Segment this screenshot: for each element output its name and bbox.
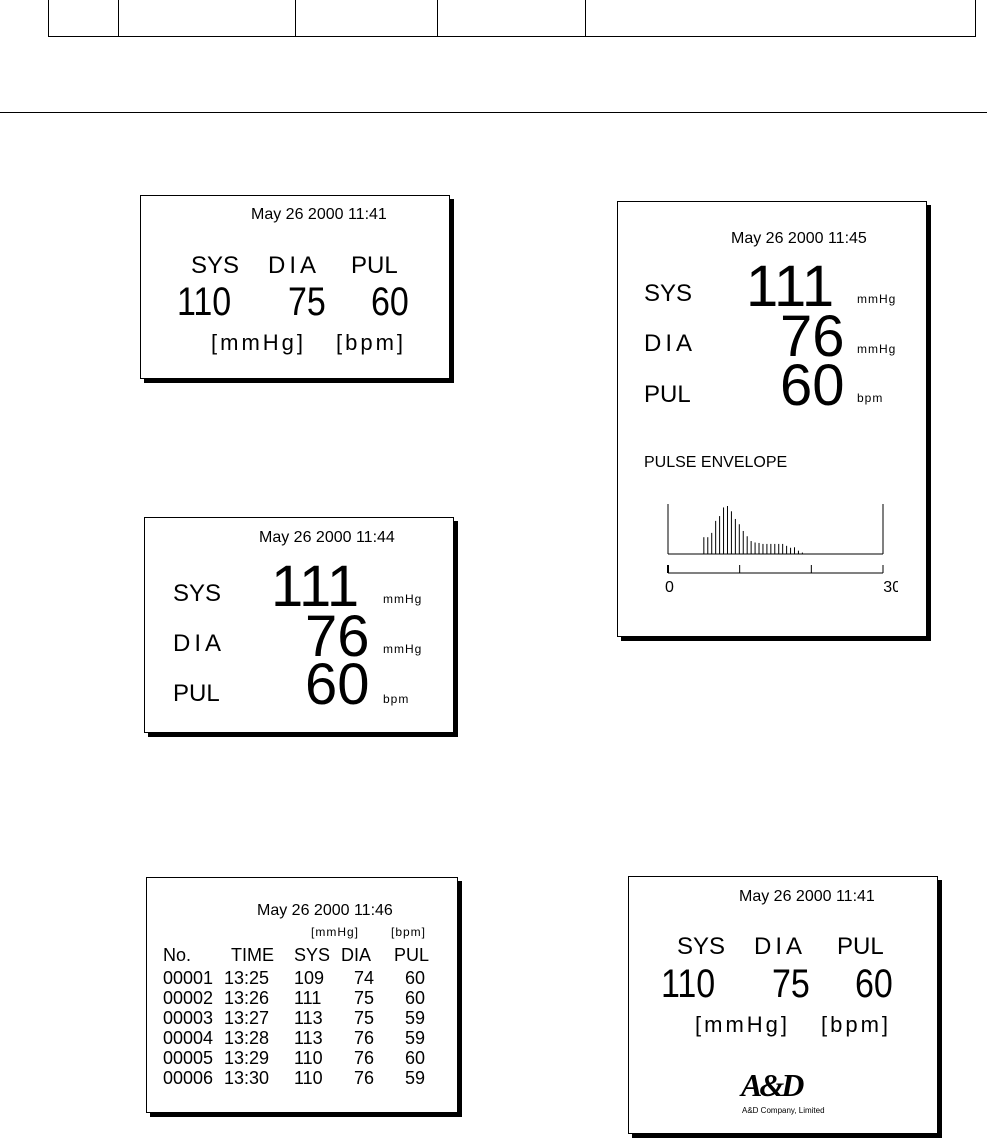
column-header: SYS	[294, 945, 331, 965]
dia-label: DIA	[268, 252, 321, 279]
table-cell	[119, 0, 296, 36]
pulse-envelope-chart: 0 300	[665, 504, 898, 596]
table-cell	[49, 0, 119, 36]
pulse-unit: [bpm]	[821, 1012, 892, 1037]
date-time: May 26 2000 11:44	[259, 529, 395, 546]
pul-label: PUL	[837, 933, 884, 960]
pul-unit: bpm	[383, 692, 410, 706]
date-time: May 26 2000 11:41	[739, 888, 875, 905]
column-header: PUL	[394, 945, 430, 965]
sys-label: SYS	[191, 252, 240, 279]
dia-label: DIA	[173, 630, 226, 657]
table-cell: 60	[404, 988, 425, 1008]
table-cell: 13:28	[224, 1028, 270, 1048]
screen-logo: May 26 2000 11:41 SYS DIA PUL 110 75 60 …	[628, 876, 938, 1134]
sys-label: SYS	[677, 933, 726, 960]
sys-value: 110	[177, 280, 232, 324]
sys-value: 111	[746, 254, 835, 319]
table-cell: 111	[294, 988, 322, 1008]
dia-value: 76	[305, 604, 370, 669]
date-time: May 26 2000 11:46	[257, 902, 393, 919]
date-time: May 26 2000 11:41	[251, 206, 387, 223]
sys-label: SYS	[173, 580, 222, 607]
pul-label: PUL	[173, 680, 220, 707]
table-cell: 00005	[163, 1048, 214, 1068]
table-cell: 109	[294, 968, 325, 988]
table-cell	[586, 0, 975, 36]
screen-large: May 26 2000 11:44 SYS 111 mmHg DIA 76 mm…	[144, 517, 454, 733]
table-cell: 60	[404, 968, 425, 988]
date-time: May 26 2000 11:45	[731, 230, 867, 247]
table-cell	[296, 0, 438, 36]
column-header: No.	[163, 945, 192, 965]
column-header: DIA	[341, 945, 372, 965]
table-cell: 13:25	[224, 968, 270, 988]
table-cell: 110	[294, 1068, 323, 1088]
table-cell: 110	[294, 1048, 323, 1068]
header-table	[48, 0, 976, 37]
divider	[0, 112, 987, 113]
sys-label: SYS	[644, 280, 693, 307]
pressure-unit: [mmHg]	[311, 925, 359, 939]
table-cell: 113	[294, 1008, 323, 1028]
sys-value: 110	[661, 962, 716, 1006]
table-cell: 75	[353, 1008, 374, 1028]
envelope-title: PULSE ENVELOPE	[644, 454, 788, 471]
table-cell: 60	[404, 1048, 425, 1068]
pul-label: PUL	[644, 381, 691, 408]
x-tick-label: 300	[883, 579, 898, 596]
dia-value: 75	[288, 280, 326, 324]
pulse-unit: [bpm]	[391, 925, 427, 939]
x-tick-label: 0	[665, 579, 674, 596]
pressure-unit: [mmHg]	[211, 330, 306, 355]
pul-value: 60	[780, 353, 845, 418]
table-cell: 113	[294, 1028, 323, 1048]
sys-unit: mmHg	[857, 292, 897, 306]
table-cell: 59	[404, 1028, 425, 1048]
dia-label: DIA	[754, 933, 807, 960]
table-cell: 59	[404, 1008, 425, 1028]
table-cell: 00003	[163, 1008, 214, 1028]
table-cell: 59	[404, 1068, 425, 1088]
table-cell: 00002	[163, 988, 214, 1008]
pul-value: 60	[371, 280, 409, 324]
table-cell: 74	[353, 968, 374, 988]
dia-value: 76	[780, 304, 845, 369]
screen-envelope: May 26 2000 11:45 SYS 111 mmHg DIA 76 mm…	[617, 201, 927, 637]
table-cell	[438, 0, 586, 36]
pul-value: 60	[305, 652, 370, 717]
table-cell: 76	[353, 1028, 374, 1048]
screen-memory: May 26 2000 11:46 [mmHg] [bpm] No. TIME SY…	[146, 877, 458, 1113]
sys-value: 111	[271, 554, 360, 619]
company-logo: A&D	[741, 1067, 804, 1103]
table-cell: 13:29	[224, 1048, 270, 1068]
table-cell: 00001	[163, 968, 214, 988]
dia-label: DIA	[644, 330, 697, 357]
pul-unit: bpm	[857, 391, 884, 405]
company-name: A&D Company, Limited	[742, 1106, 825, 1115]
table-cell: 00004	[163, 1028, 214, 1048]
sys-unit: mmHg	[383, 592, 423, 606]
dia-value: 75	[772, 962, 810, 1006]
table-cell: 13:27	[224, 1008, 270, 1028]
table-cell: 76	[353, 1048, 374, 1068]
dia-unit: mmHg	[857, 342, 897, 356]
table-cell: 75	[353, 988, 374, 1008]
screen-basic: May 26 2000 11:41 SYS DIA PUL 110 75 60 …	[140, 195, 450, 379]
column-header: TIME	[231, 945, 274, 965]
table-cell: 13:26	[224, 988, 270, 1008]
pul-label: PUL	[351, 252, 398, 279]
table-cell: 00006	[163, 1068, 214, 1088]
pulse-unit: [bpm]	[336, 330, 407, 355]
dia-unit: mmHg	[383, 642, 423, 656]
pressure-unit: [mmHg]	[695, 1012, 790, 1037]
table-cell: 76	[353, 1068, 374, 1088]
table-cell: 13:30	[224, 1068, 270, 1088]
pul-value: 60	[855, 962, 893, 1006]
